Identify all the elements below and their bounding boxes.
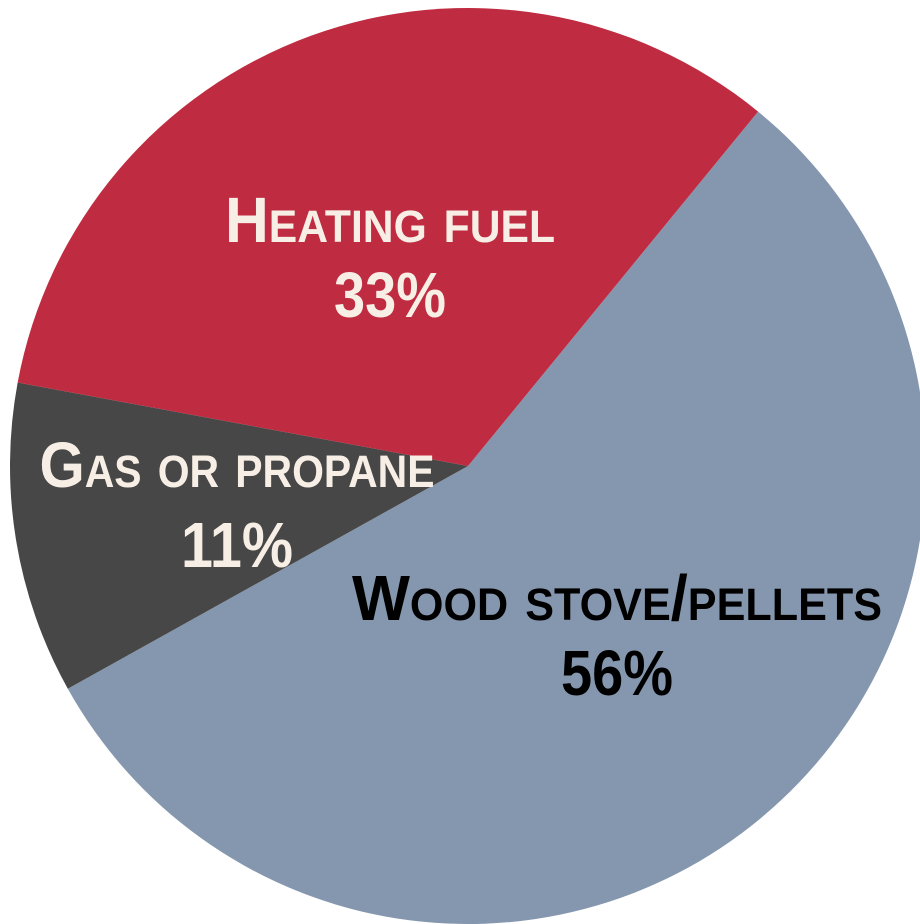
pie-slice — [17, 7, 759, 467]
pie-slice — [67, 111, 920, 924]
value-label: 33% — [334, 259, 446, 331]
slice-label: Gas or propane — [40, 429, 435, 501]
slice-label: Heating fuel — [225, 184, 555, 256]
pie-slice — [10, 382, 469, 689]
value-label: 11% — [181, 509, 293, 581]
slice-label: Wood stove/pellets — [352, 562, 882, 634]
value-label: 56% — [561, 637, 673, 709]
